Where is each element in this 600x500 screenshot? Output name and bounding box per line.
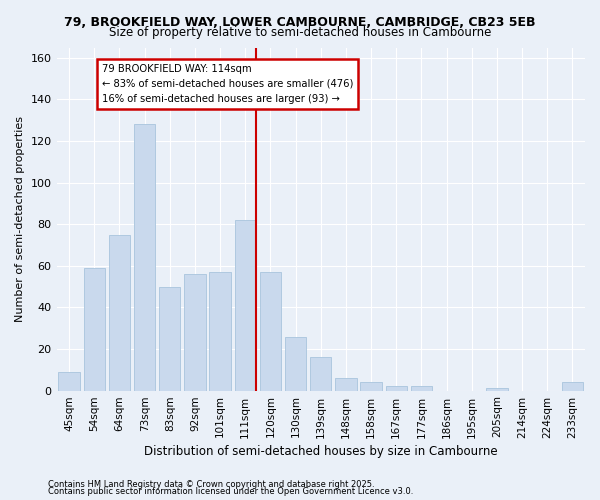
Bar	[184, 274, 206, 390]
Bar	[285, 336, 307, 390]
Bar	[486, 388, 508, 390]
Bar	[386, 386, 407, 390]
Text: 79 BROOKFIELD WAY: 114sqm
← 83% of semi-detached houses are smaller (476)
16% of: 79 BROOKFIELD WAY: 114sqm ← 83% of semi-…	[102, 64, 353, 104]
Bar	[134, 124, 155, 390]
X-axis label: Distribution of semi-detached houses by size in Cambourne: Distribution of semi-detached houses by …	[144, 444, 497, 458]
Bar	[411, 386, 432, 390]
Bar	[562, 382, 583, 390]
Bar	[83, 268, 105, 390]
Bar	[235, 220, 256, 390]
Text: 79, BROOKFIELD WAY, LOWER CAMBOURNE, CAMBRIDGE, CB23 5EB: 79, BROOKFIELD WAY, LOWER CAMBOURNE, CAM…	[64, 16, 536, 29]
Bar	[260, 272, 281, 390]
Text: Size of property relative to semi-detached houses in Cambourne: Size of property relative to semi-detach…	[109, 26, 491, 39]
Bar	[335, 378, 356, 390]
Bar	[361, 382, 382, 390]
Text: Contains public sector information licensed under the Open Government Licence v3: Contains public sector information licen…	[48, 487, 413, 496]
Bar	[58, 372, 80, 390]
Bar	[310, 358, 331, 390]
Y-axis label: Number of semi-detached properties: Number of semi-detached properties	[15, 116, 25, 322]
Bar	[209, 272, 231, 390]
Bar	[159, 286, 181, 391]
Text: Contains HM Land Registry data © Crown copyright and database right 2025.: Contains HM Land Registry data © Crown c…	[48, 480, 374, 489]
Bar	[109, 234, 130, 390]
